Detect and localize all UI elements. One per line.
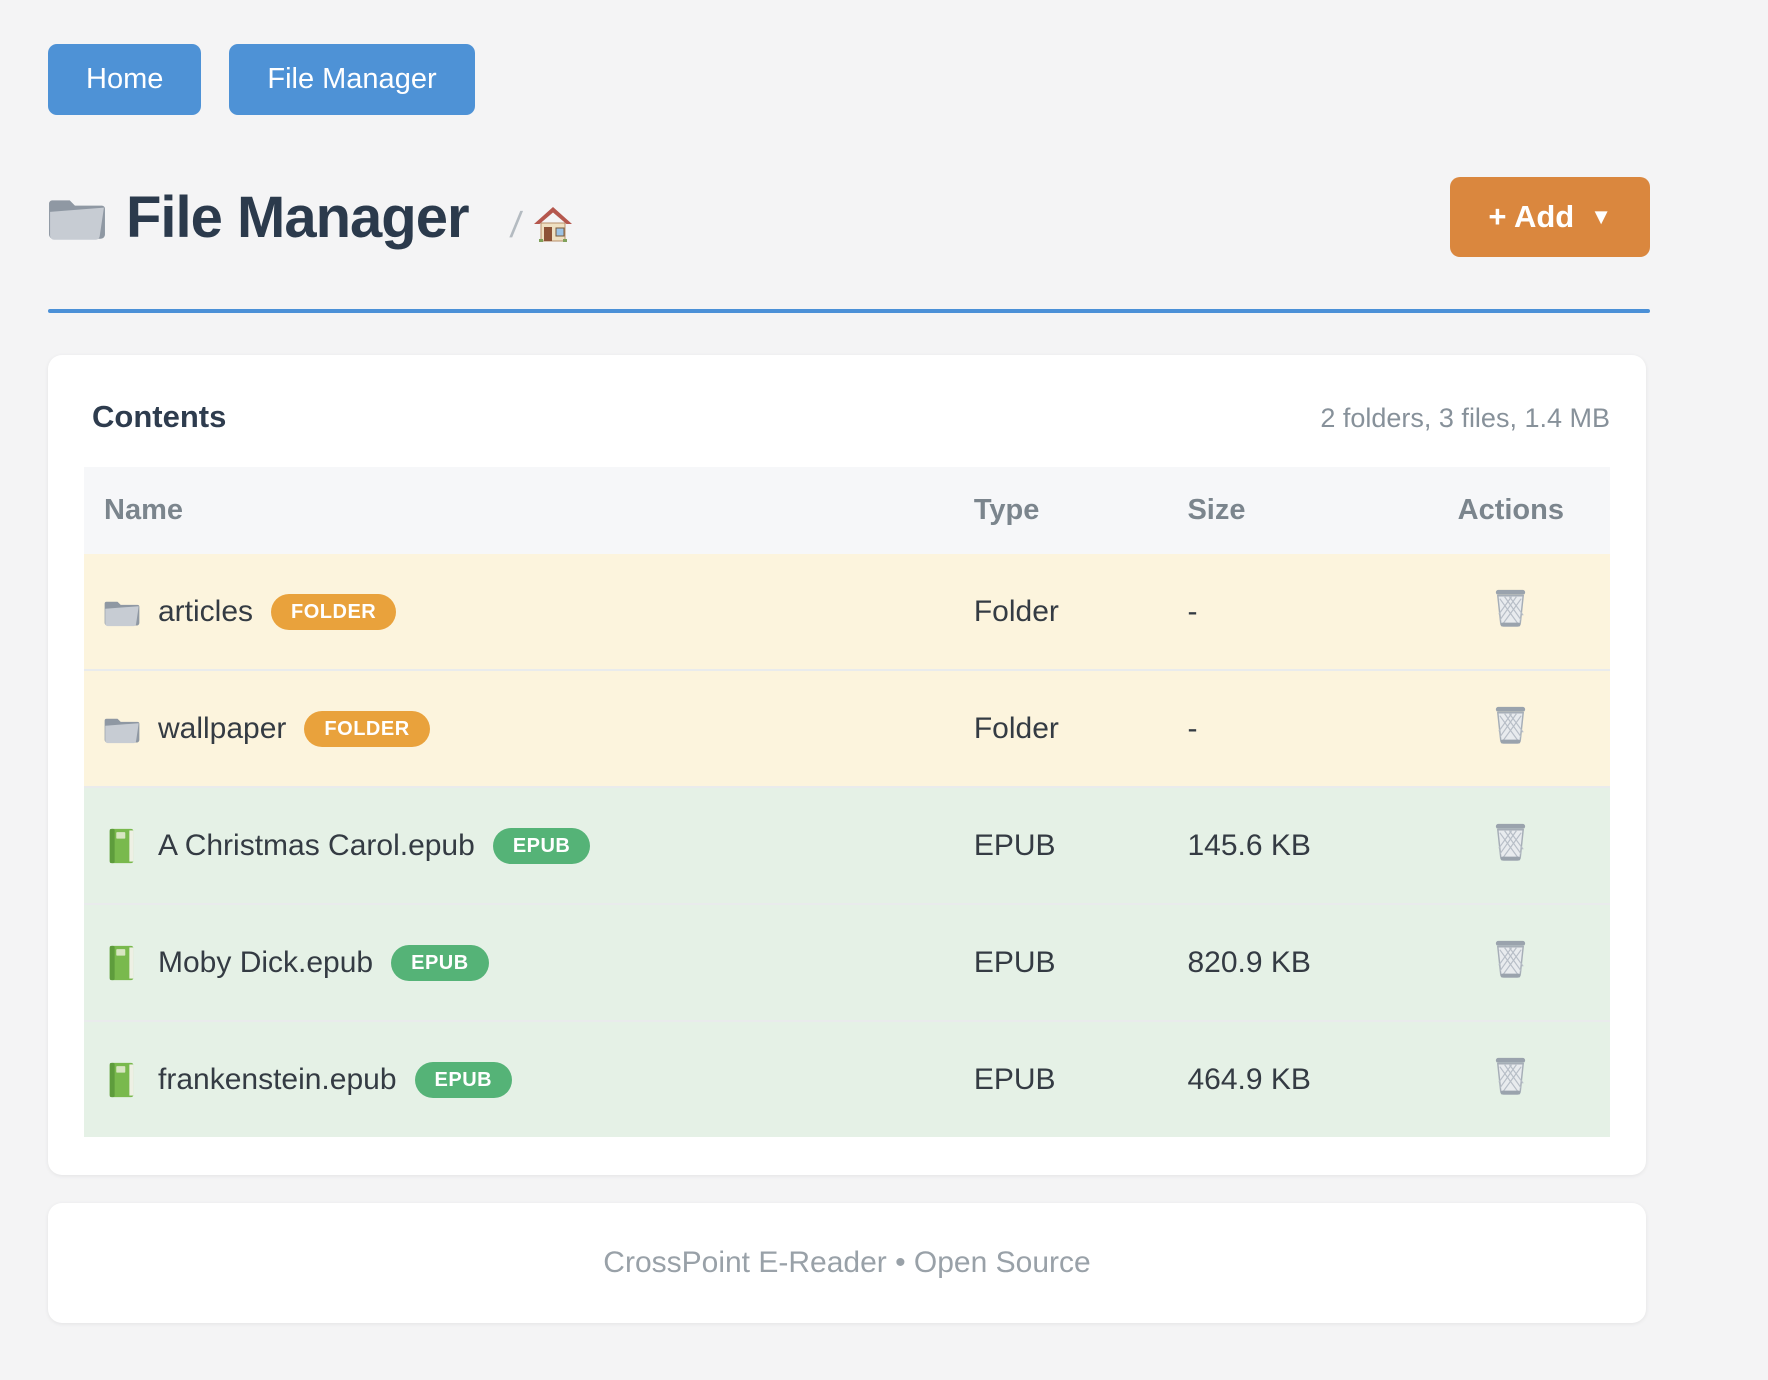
file-name[interactable]: frankenstein.epub — [158, 1062, 397, 1096]
green-book-icon — [104, 828, 140, 864]
folder-icon — [104, 711, 140, 747]
delete-button[interactable] — [1492, 704, 1529, 745]
column-header-type: Type — [953, 467, 1168, 554]
footer-card: CrossPoint E-Reader • Open Source — [48, 1203, 1646, 1323]
add-button-label: + Add — [1488, 199, 1575, 234]
column-header-size: Size — [1167, 467, 1412, 554]
type-badge: EPUB — [414, 1061, 513, 1098]
file-table: Name Type Size Actions articles FOLDER Fol… — [84, 467, 1610, 1137]
contents-summary: 2 folders, 3 files, 1.4 MB — [1320, 403, 1610, 433]
file-type: EPUB — [953, 787, 1168, 904]
table-row: Moby Dick.epub EPUB EPUB 820.9 KB — [84, 904, 1610, 1021]
contents-card-header: Contents 2 folders, 3 files, 1.4 MB — [84, 399, 1610, 435]
file-size: 464.9 KB — [1167, 1021, 1412, 1137]
green-book-icon — [104, 1062, 140, 1098]
file-table-body: articles FOLDER Folder - wallpaper FOLDER Fold… — [84, 554, 1610, 1137]
page-header: File Manager / + Add ▼ — [48, 177, 1650, 257]
folder-icon — [104, 594, 140, 630]
trash-icon — [1492, 587, 1529, 628]
file-name[interactable]: articles — [158, 594, 254, 628]
delete-button[interactable] — [1492, 587, 1529, 628]
file-size: - — [1167, 670, 1412, 787]
file-type: Folder — [953, 554, 1168, 670]
table-row: frankenstein.epub EPUB EPUB 464.9 KB — [84, 1021, 1610, 1137]
table-header-row: Name Type Size Actions — [84, 467, 1610, 554]
table-row: wallpaper FOLDER Folder - — [84, 670, 1610, 787]
file-size: 820.9 KB — [1167, 904, 1412, 1021]
delete-button[interactable] — [1492, 821, 1529, 862]
file-name[interactable]: wallpaper — [158, 711, 287, 745]
trash-icon — [1492, 821, 1529, 862]
type-badge: EPUB — [391, 944, 489, 981]
table-row: A Christmas Carol.epub EPUB EPUB 145.6 KB — [84, 787, 1610, 904]
file-size: 145.6 KB — [1167, 787, 1412, 904]
file-link[interactable]: Moby Dick.epub EPUB — [104, 944, 954, 981]
file-link[interactable]: A Christmas Carol.epub EPUB — [104, 827, 954, 864]
type-badge: EPUB — [492, 827, 591, 864]
nav-file-manager-button[interactable]: File Manager — [229, 44, 475, 115]
type-badge: FOLDER — [271, 593, 397, 630]
delete-button[interactable] — [1492, 1055, 1529, 1096]
page-title: File Manager — [126, 184, 470, 250]
contents-card: Contents 2 folders, 3 files, 1.4 MB Name… — [48, 355, 1646, 1175]
trash-icon — [1492, 938, 1529, 979]
add-button[interactable]: + Add ▼ — [1450, 177, 1650, 257]
file-name[interactable]: A Christmas Carol.epub — [158, 828, 475, 862]
breadcrumb-separator: / — [507, 204, 524, 245]
file-link[interactable]: articles FOLDER — [104, 593, 954, 630]
title-group: File Manager / — [48, 184, 573, 251]
delete-button[interactable] — [1492, 938, 1529, 979]
nav-home-button[interactable]: Home — [48, 44, 202, 115]
file-link[interactable]: wallpaper FOLDER — [104, 710, 954, 747]
breadcrumb: / — [507, 204, 573, 246]
file-type: EPUB — [953, 904, 1168, 1021]
file-size: - — [1167, 554, 1412, 670]
folder-icon — [48, 193, 106, 241]
contents-title: Contents — [92, 399, 227, 434]
table-row: articles FOLDER Folder - — [84, 554, 1610, 670]
header-divider — [48, 309, 1650, 313]
file-name[interactable]: Moby Dick.epub — [158, 945, 374, 979]
column-header-actions: Actions — [1411, 467, 1610, 554]
trash-icon — [1492, 1055, 1529, 1096]
column-header-name: Name — [84, 467, 954, 554]
file-link[interactable]: frankenstein.epub EPUB — [104, 1061, 954, 1098]
file-type: Folder — [953, 670, 1168, 787]
footer-text: CrossPoint E-Reader • Open Source — [603, 1246, 1091, 1279]
top-nav: Home File Manager — [0, 0, 1768, 115]
file-type: EPUB — [953, 1021, 1168, 1137]
trash-icon — [1492, 704, 1529, 745]
green-book-icon — [104, 945, 140, 981]
type-badge: FOLDER — [304, 710, 430, 747]
chevron-down-icon: ▼ — [1590, 204, 1612, 229]
home-icon[interactable] — [533, 205, 573, 245]
